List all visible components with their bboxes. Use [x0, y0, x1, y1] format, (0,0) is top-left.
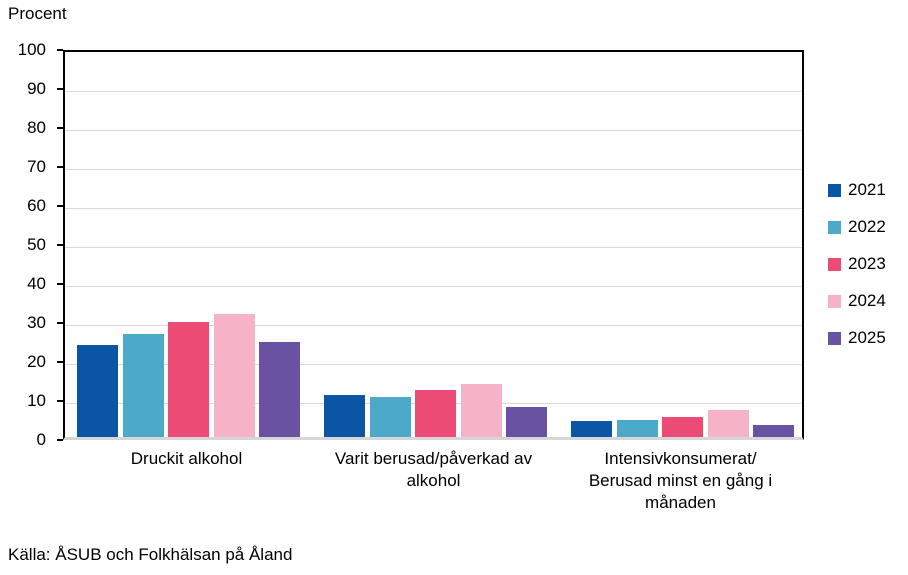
- y-tick-40: [57, 283, 63, 285]
- y-tick-60: [57, 205, 63, 207]
- bar-2021-category-1: [77, 345, 118, 437]
- y-axis-label-0: 0: [36, 430, 46, 449]
- y-axis-label-40: 40: [27, 274, 46, 293]
- plot-area: [63, 50, 804, 440]
- gridline-30: [65, 324, 802, 326]
- legend-label-2022: 2022: [848, 217, 886, 236]
- gridline-20: [65, 363, 802, 365]
- gridline-70: [65, 168, 802, 170]
- bar-2022-category-1: [122, 334, 164, 437]
- bar-2024-category-2: [460, 383, 502, 437]
- legend-swatch-2021: [828, 183, 841, 197]
- gridline-60: [65, 207, 802, 209]
- y-tick-90: [57, 88, 63, 90]
- gridline-40: [65, 285, 802, 287]
- legend-label-2024: 2024: [848, 291, 886, 310]
- y-axis-label-30: 30: [27, 313, 46, 332]
- legend-swatch-2025: [828, 331, 841, 345]
- y-tick-0: [57, 439, 63, 441]
- legend-label-2023: 2023: [848, 254, 886, 273]
- y-axis-title: Procent: [8, 4, 67, 23]
- source-note: Källa: ÅSUB och Folkhälsan på Åland: [8, 545, 293, 564]
- bar-2025-category-3: [753, 425, 794, 437]
- x-axis-label-1: Druckit alkohol: [130, 449, 243, 468]
- legend-swatch-2023: [828, 257, 841, 271]
- bar-2022-category-3: [616, 419, 658, 437]
- bar-2021-category-2: [324, 394, 365, 437]
- y-tick-30: [57, 322, 63, 324]
- y-tick-100: [57, 49, 63, 51]
- legend-swatch-2024: [828, 294, 841, 308]
- legend-item-2023: 2023: [828, 252, 886, 276]
- y-axis-label-10: 10: [27, 391, 46, 410]
- bar-2023-category-3: [662, 417, 703, 437]
- gridline-80: [65, 129, 802, 131]
- legend-item-2021: 2021: [828, 178, 886, 202]
- y-tick-80: [57, 127, 63, 129]
- legend-item-2024: 2024: [828, 289, 886, 313]
- bar-2023-category-2: [415, 390, 456, 437]
- x-axis-label-2: Varit berusad/påverkad av alkohol: [334, 449, 533, 490]
- bar-2022-category-2: [369, 397, 411, 437]
- y-axis-label-80: 80: [27, 118, 46, 137]
- gridline-90: [65, 90, 802, 92]
- bar-2021-category-3: [571, 421, 612, 437]
- legend-swatch-2022: [828, 220, 841, 234]
- y-axis-label-60: 60: [27, 196, 46, 215]
- y-axis-label-50: 50: [27, 235, 46, 254]
- y-tick-10: [57, 400, 63, 402]
- bar-2025-category-2: [506, 407, 547, 437]
- legend-label-2021: 2021: [848, 180, 886, 199]
- y-axis-label-70: 70: [27, 157, 46, 176]
- x-axis-label-3: Intensivkonsumerat/ Berusad minst en gån…: [588, 449, 773, 512]
- legend: 2021 2022 2023 2024 2025: [828, 178, 886, 363]
- legend-item-2025: 2025: [828, 326, 886, 350]
- y-tick-70: [57, 166, 63, 168]
- bar-2023-category-1: [168, 321, 209, 437]
- y-axis-label-20: 20: [27, 352, 46, 371]
- y-axis-label-100: 100: [17, 40, 46, 59]
- y-tick-20: [57, 361, 63, 363]
- bar-2025-category-1: [259, 342, 300, 437]
- y-tick-50: [57, 244, 63, 246]
- gridline-50: [65, 246, 802, 248]
- legend-label-2025: 2025: [848, 328, 886, 347]
- bar-2024-category-1: [213, 314, 255, 437]
- legend-item-2022: 2022: [828, 215, 886, 239]
- bar-2024-category-3: [707, 409, 749, 437]
- y-axis-label-90: 90: [27, 79, 46, 98]
